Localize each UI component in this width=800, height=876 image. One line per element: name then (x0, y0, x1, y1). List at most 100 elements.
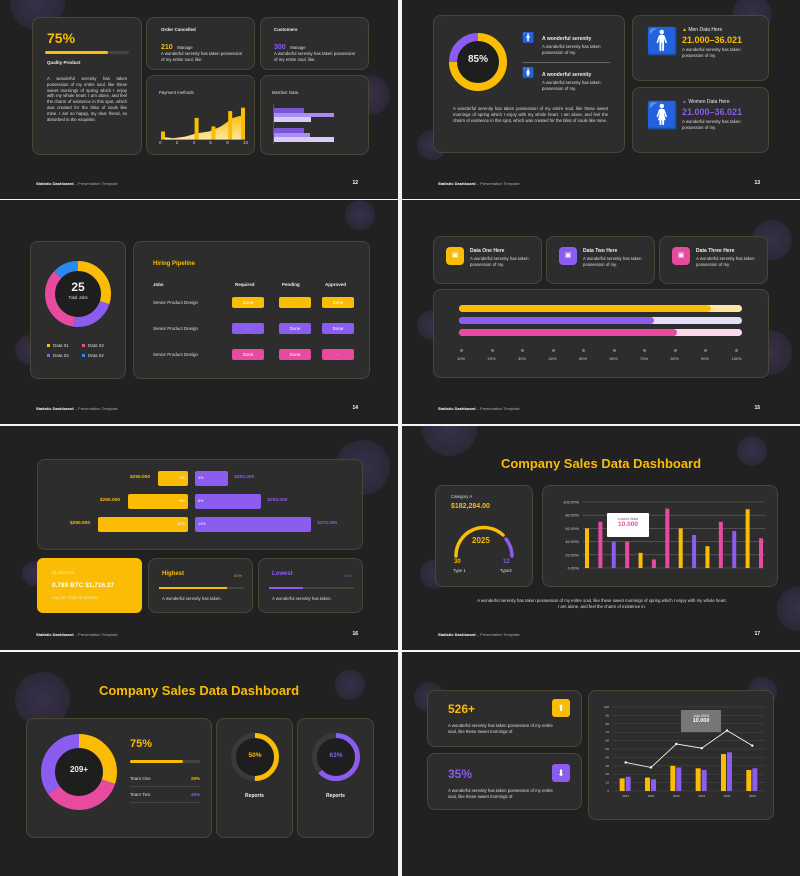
scale-dot (734, 349, 738, 352)
lowest-progress (269, 587, 354, 589)
column-header: Approved (325, 282, 347, 287)
x-tick: 2 (175, 140, 179, 145)
bar (752, 768, 758, 791)
slide-15[interactable]: ▣ Data One Here A wonderful serenity has t… (402, 200, 800, 424)
category-card: Category A $182,284.00 2025 30 Type 1 12… (435, 485, 533, 587)
line-point (675, 742, 678, 746)
slide-14[interactable]: 25 Total Jobs Data 01 Data 03 Data 02 Data … (0, 200, 398, 424)
highest-card: Highest 80% A wonderful serenity has tak… (148, 558, 253, 613)
report-card: 63% Reports (297, 718, 374, 838)
card-title: Data One Here (470, 248, 505, 254)
left-bar: 4% (158, 471, 188, 486)
hiring-pipeline-card: Hiring Pipeline Jobs Required Pending Appro… (133, 241, 370, 379)
scale-dot (521, 349, 524, 352)
slide-16[interactable]: $250.000 4% 4% $250.000 $250.000 8% 8% $250.000… (0, 426, 398, 650)
slide-18[interactable]: Company Sales Data Dashboard 209+ 75% Te… (0, 652, 398, 876)
left-bar: 8% (128, 494, 188, 509)
scale-label: 50% (579, 356, 588, 361)
order-cancelled-card: Order Cancelled 210 Manage A wonderful s… (146, 17, 255, 70)
legend-item: Data 01 (47, 343, 82, 348)
slide-17[interactable]: Company Sales Data Dashboard Category A … (402, 426, 800, 650)
bar (651, 559, 656, 568)
status-pill[interactable]: Done (232, 297, 264, 308)
left-amount: $250.000 (69, 521, 90, 526)
scale-label: 100% (731, 356, 742, 361)
member-bar (274, 128, 304, 133)
bar (625, 776, 631, 791)
x-tick: 2023 (673, 794, 680, 798)
report-card: 50% Reports (216, 718, 293, 838)
x-tick: 2025 (724, 794, 731, 798)
member-data-card: Member Data (260, 75, 369, 155)
bar (651, 779, 656, 791)
scale-label: 80% (670, 356, 679, 361)
team-row: Team Two 45% (130, 787, 200, 803)
status-pill[interactable]: - (232, 323, 264, 334)
arrow-up-icon: ▲ (682, 99, 687, 105)
legend: Data 01 Data 03 Data 02 Data 04 (47, 343, 117, 358)
progress-fill (459, 305, 711, 312)
description: A wonderful serenity has taken possessio… (477, 598, 727, 609)
tooltip: July 2024 10.000 (681, 710, 721, 732)
column-header: Required (235, 282, 255, 287)
item-text: A wonderful serenity has taken possessio… (542, 44, 601, 55)
scale-label: 90% (701, 356, 710, 361)
y-tick: 0.00% (568, 566, 580, 571)
women-range: 21.000–36.021 (682, 107, 743, 117)
payment-bar (194, 117, 199, 140)
team-label: Team One (130, 776, 151, 781)
bar (625, 541, 630, 568)
decor-circle (422, 426, 477, 456)
status-pill[interactable]: - (279, 297, 311, 308)
payment-bar (211, 126, 216, 140)
status-pill[interactable]: Done (279, 323, 311, 334)
data-card: ▣ Data Two Here A wonderful serenity has t… (546, 236, 655, 284)
y-tick: 80.00% (565, 513, 579, 518)
scale-dot (582, 349, 585, 352)
bar (619, 778, 625, 791)
payment-bar (228, 111, 233, 140)
slide-12[interactable]: 75% Quality Product A wonderful serenity… (0, 0, 398, 199)
y-tick: 0 (607, 789, 609, 793)
slide-13[interactable]: 85% 🚹 A wonderful serenity A wonderful s… (402, 0, 800, 199)
arrow-down-icon[interactable]: ⬇ (552, 764, 570, 782)
member-bar (274, 117, 312, 122)
crypto-date: Aug 10, 2026 at 8:02am (52, 595, 98, 600)
donut-center (457, 41, 499, 83)
status-pill[interactable]: - (322, 349, 354, 360)
card-title: Data Two Here (583, 248, 618, 254)
y-tick: 60 (606, 739, 610, 743)
line-point (700, 746, 703, 750)
woman-icon: 🚺 (522, 68, 535, 79)
right-bar: 4% (195, 471, 229, 486)
scale-dot (460, 349, 463, 352)
bar-chart: 0.00% 20.00% 40.00% 60.00% 80.00% 100.00% (563, 500, 765, 571)
bar (746, 770, 752, 791)
payment-area (161, 114, 245, 140)
customers-title: Customers (274, 27, 298, 32)
right-amount: $250.000 (234, 475, 255, 480)
bar (721, 754, 726, 791)
quality-progress (45, 51, 129, 54)
status-pill[interactable]: Done (322, 323, 354, 334)
member-bar (274, 132, 310, 137)
payment-bar (161, 131, 165, 140)
divider (522, 62, 610, 63)
page-number: 17 (754, 631, 760, 637)
y-tick: 90 (606, 713, 610, 717)
left-amount: $250.000 (129, 475, 150, 480)
status-pill[interactable]: Done (279, 349, 311, 360)
bar (585, 528, 589, 568)
total-jobs-label: Total Jobs (68, 295, 88, 300)
pie-chart-icon: ▣ (446, 247, 464, 265)
x-tick: 2024 (698, 794, 705, 798)
status-pill[interactable]: Done (232, 349, 264, 360)
slide-19[interactable]: 526+ ⬆ A wonderful serenity has taken po… (402, 652, 800, 876)
status-pill[interactable]: Done (322, 297, 354, 308)
team-value: 25% (190, 776, 200, 781)
decrease-text: A wonderful serenity has taken possessio… (448, 788, 553, 799)
crypto-amount: 0.789 BTC $1,716.37 (52, 582, 115, 589)
men-data-card: 🚹 ▲ Men Data Here 21.000–36.021 A wonder… (632, 15, 769, 81)
arrow-up-icon[interactable]: ⬆ (552, 699, 570, 717)
bar (670, 765, 676, 791)
